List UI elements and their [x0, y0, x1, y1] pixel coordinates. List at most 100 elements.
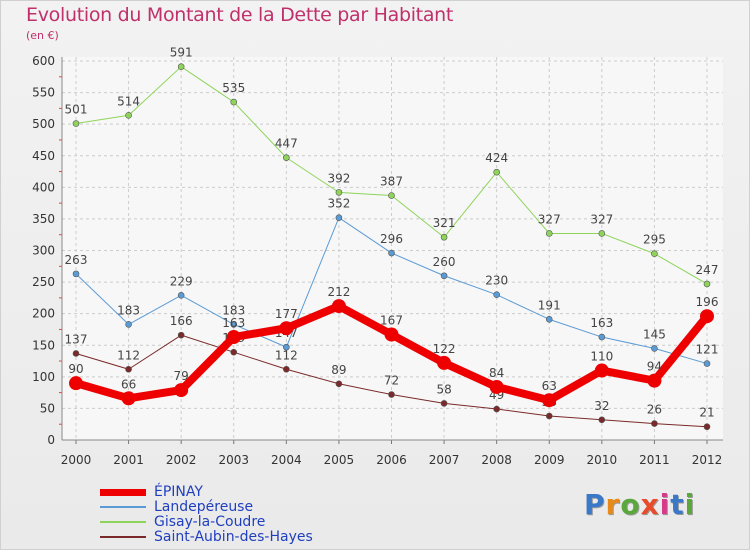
- y-tick-label: 250: [32, 275, 55, 289]
- chart-title: Evolution du Montant de la Dette par Hab…: [26, 4, 454, 26]
- y-tick-label: 50: [40, 401, 55, 415]
- data-point: [493, 291, 500, 299]
- data-label: 183: [222, 303, 245, 317]
- data-point: [703, 360, 711, 367]
- y-tick-label: 600: [32, 54, 55, 68]
- x-tick-label: 2010: [587, 453, 618, 467]
- data-point: [72, 350, 80, 357]
- data-label: 263: [65, 253, 88, 267]
- data-label: 84: [489, 366, 504, 380]
- data-label: 121: [696, 343, 719, 357]
- data-label: 424: [485, 151, 508, 165]
- data-point: [388, 391, 395, 398]
- data-label: 501: [65, 103, 88, 117]
- data-point: [226, 330, 241, 345]
- data-label: 591: [170, 46, 193, 60]
- legend-item: ÉPINAY: [100, 484, 360, 500]
- data-point: [125, 365, 132, 373]
- legend-swatch: [100, 521, 146, 523]
- data-label: 229: [170, 274, 193, 288]
- data-label: 72: [384, 374, 399, 388]
- x-tick-label: 2000: [61, 453, 92, 467]
- x-tick-label: 2008: [481, 453, 512, 467]
- data-point: [489, 379, 504, 394]
- data-point: [388, 192, 395, 199]
- data-label: 327: [538, 212, 561, 226]
- data-label: 112: [275, 348, 298, 362]
- data-point: [703, 423, 711, 431]
- data-label: 110: [590, 350, 613, 364]
- data-point: [598, 333, 606, 341]
- data-label: 137: [65, 332, 88, 346]
- x-tick-label: 2005: [324, 453, 355, 467]
- data-label: 535: [222, 81, 245, 95]
- data-label: 145: [643, 327, 666, 341]
- data-label: 327: [590, 212, 613, 226]
- data-label: 212: [327, 285, 350, 299]
- y-tick-label: 150: [32, 338, 55, 352]
- x-tick-label: 2006: [376, 453, 407, 467]
- data-point: [651, 420, 658, 427]
- data-label: 191: [538, 298, 561, 312]
- data-point: [542, 393, 557, 408]
- data-label: 177: [275, 307, 298, 321]
- x-tick-label: 2011: [639, 453, 670, 467]
- data-point: [594, 363, 609, 378]
- data-label: 514: [117, 94, 140, 108]
- data-label: 387: [380, 175, 403, 189]
- data-label: 247: [696, 263, 719, 277]
- data-label: 58: [436, 382, 451, 396]
- data-point: [279, 321, 294, 336]
- data-label: 321: [433, 216, 456, 230]
- y-tick-label: 300: [32, 244, 55, 258]
- data-point: [121, 391, 136, 406]
- data-label: 447: [275, 137, 298, 151]
- data-point: [72, 270, 80, 278]
- data-label: 163: [222, 316, 245, 330]
- data-label: 26: [647, 403, 662, 417]
- legend-label: ÉPINAY: [154, 484, 203, 500]
- data-point: [700, 309, 714, 324]
- data-label: 295: [643, 233, 666, 247]
- x-tick-label: 2009: [534, 453, 565, 467]
- x-tick-label: 2007: [429, 453, 460, 467]
- data-point: [335, 214, 343, 221]
- data-point: [230, 348, 238, 356]
- y-tick-label: 100: [32, 370, 55, 384]
- data-label: 21: [699, 406, 714, 420]
- data-label: 196: [696, 295, 719, 309]
- y-tick-label: 550: [32, 86, 55, 100]
- data-point: [283, 154, 290, 161]
- data-point: [440, 272, 448, 280]
- proxiti-logo: Proxiti: [584, 488, 696, 521]
- data-point: [598, 230, 606, 237]
- legend-label: Gisay-la-Coudre: [154, 514, 266, 530]
- data-label: 260: [433, 255, 456, 269]
- data-point: [493, 168, 500, 176]
- data-point: [335, 189, 343, 196]
- data-point: [331, 299, 346, 314]
- data-point: [493, 405, 500, 413]
- legend-swatch: [100, 536, 146, 538]
- data-label: 166: [170, 314, 193, 328]
- data-point: [545, 316, 553, 323]
- data-point: [384, 327, 399, 342]
- data-label: 122: [433, 342, 456, 356]
- data-point: [72, 120, 80, 127]
- x-tick-label: 2012: [692, 453, 723, 467]
- data-label: 63: [542, 379, 557, 393]
- data-point: [230, 98, 238, 106]
- x-tick-label: 2004: [271, 453, 302, 467]
- data-point: [440, 400, 448, 407]
- data-label: 352: [327, 197, 350, 211]
- data-point: [545, 412, 553, 420]
- y-tick-label: 350: [32, 212, 55, 226]
- y-tick-label: 0: [47, 433, 55, 447]
- data-label: 79: [174, 369, 189, 383]
- data-label: 163: [590, 316, 613, 330]
- data-label: 230: [485, 274, 508, 288]
- data-point: [647, 373, 662, 388]
- data-point: [335, 380, 343, 388]
- data-point: [440, 233, 448, 241]
